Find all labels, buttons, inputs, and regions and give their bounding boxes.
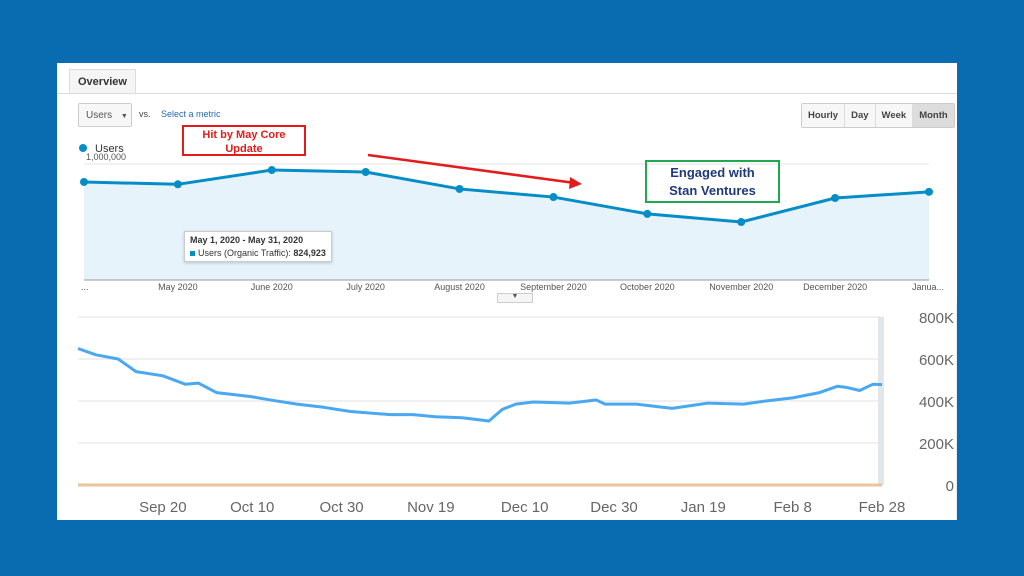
bottom-xtick-label: Jan 19 — [681, 499, 726, 516]
top-data-point — [267, 166, 276, 175]
analytics-panel: Overview Users ▼ vs. Select a metric Hou… — [57, 63, 957, 520]
red-arrow-line — [367, 153, 576, 185]
top-data-point — [173, 180, 182, 189]
granularity-month[interactable]: Month — [913, 104, 954, 127]
top-data-point — [549, 193, 558, 202]
granularity-toggle: Hourly Day Week Month — [801, 103, 955, 128]
granularity-week[interactable]: Week — [875, 104, 914, 127]
bottom-ytick-label: 200K — [919, 436, 954, 453]
top-xtick-label: ... — [81, 282, 89, 292]
chevron-down-icon: ▼ — [120, 113, 128, 120]
top-xtick-label: May 2020 — [158, 282, 198, 292]
bottom-xtick-label: Oct 10 — [230, 499, 274, 516]
bottom-xtick-label: Dec 30 — [590, 499, 638, 516]
granularity-day[interactable]: Day — [845, 104, 876, 127]
top-data-point — [643, 209, 652, 218]
top-data-point — [361, 168, 370, 177]
annotation-stan-ventures: Engaged with Stan Ventures — [645, 160, 780, 203]
top-xtick-label: November 2020 — [709, 282, 773, 292]
tooltip-label: Users (Organic Traffic): — [198, 248, 291, 258]
bottom-xtick-label: Dec 10 — [501, 499, 549, 516]
collapse-handle[interactable]: ▼ — [497, 293, 533, 303]
tooltip-date: May 1, 2020 - May 31, 2020 — [190, 235, 304, 245]
top-xtick-label: December 2020 — [803, 282, 867, 292]
bottom-xtick-label: Feb 8 — [773, 499, 811, 516]
top-series-line — [83, 168, 930, 224]
bottom-scroll-handle — [878, 317, 884, 485]
select-metric-link[interactable]: Select a metric — [161, 109, 221, 119]
top-data-point — [737, 218, 746, 226]
annotation-red-line2: Update — [225, 143, 263, 155]
annotation-green-line1: Engaged with — [670, 165, 755, 180]
top-data-point — [455, 184, 464, 193]
red-arrow-head-icon — [569, 177, 582, 189]
bottom-xtick-label: Sep 20 — [139, 499, 187, 516]
bottom-xtick-label: Nov 19 — [407, 499, 455, 516]
bottom-ytick-label: 0 — [946, 478, 954, 495]
vs-label: vs. — [139, 109, 151, 119]
bottom-xtick-label: Oct 30 — [319, 499, 363, 516]
tooltip: May 1, 2020 - May 31, 2020 Users (Organi… — [184, 231, 332, 262]
top-xtick-label: June 2020 — [251, 282, 293, 292]
legend: Users — [79, 143, 124, 155]
bottom-series-line — [77, 347, 883, 423]
bottom-ytick-label: 600K — [919, 352, 954, 369]
top-xtick-label: October 2020 — [620, 282, 675, 292]
annotation-green-line2: Stan Ventures — [669, 183, 756, 198]
top-area-fill — [84, 170, 929, 280]
top-data-point — [80, 177, 88, 186]
top-xtick-label: September 2020 — [520, 282, 587, 292]
bottom-ytick-label: 800K — [919, 310, 954, 327]
tooltip-value: 824,923 — [293, 248, 326, 258]
annotation-red-line1: Hit by May Core — [202, 129, 286, 141]
top-xtick-label: July 2020 — [346, 282, 385, 292]
annotation-may-core-update: Hit by May Core Update — [182, 125, 306, 156]
tab-overview[interactable]: Overview — [69, 69, 136, 94]
top-data-point — [925, 187, 933, 196]
top-data-point — [831, 193, 840, 202]
legend-label: Users — [95, 143, 124, 155]
bottom-xtick-label: Feb 28 — [859, 499, 906, 516]
metric-select-value: Users — [86, 110, 113, 121]
legend-dot-icon — [79, 144, 87, 152]
top-ytick-label: 1,000,000 — [86, 152, 126, 162]
tooltip-swatch-icon — [190, 251, 195, 256]
top-xtick-label: Janua... — [912, 282, 944, 292]
granularity-hourly[interactable]: Hourly — [802, 104, 846, 127]
metric-select[interactable]: Users ▼ — [78, 103, 132, 127]
bottom-ytick-label: 400K — [919, 394, 954, 411]
tab-divider — [57, 93, 957, 94]
top-xtick-label: August 2020 — [434, 282, 485, 292]
